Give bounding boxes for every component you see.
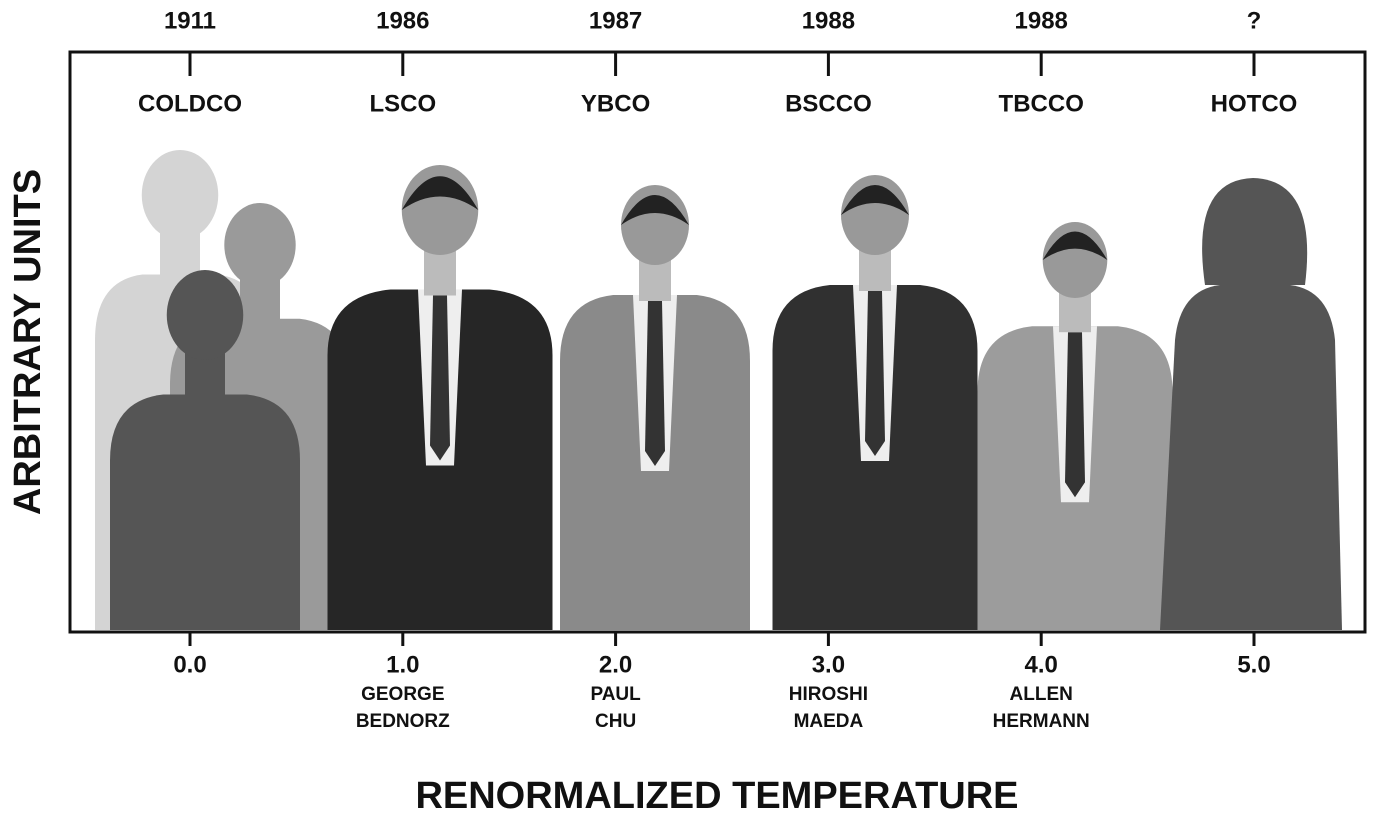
x-axis-title: RENORMALIZED TEMPERATURE — [415, 775, 1018, 814]
figure: ARBITRARY UNITS RENORMALIZED TEMPERATURE… — [0, 0, 1379, 814]
tick-label: 0.0 — [173, 651, 206, 678]
compound-label: COLDCO — [138, 90, 242, 117]
tick-label: 1.0 — [386, 651, 419, 678]
year-label: 1987 — [589, 7, 642, 34]
tie — [1065, 332, 1085, 497]
year-label: 1986 — [376, 7, 429, 34]
person-name: BEDNORZ — [356, 711, 450, 732]
year-label: 1988 — [802, 7, 855, 34]
person-name: CHU — [595, 711, 636, 732]
tie — [430, 296, 450, 461]
body — [110, 395, 300, 631]
person-photo — [328, 165, 553, 630]
head — [224, 203, 295, 287]
hair — [1202, 178, 1307, 285]
compound-label: TBCCO — [999, 90, 1084, 117]
compound-label: BSCCO — [785, 90, 872, 117]
tick-label: 3.0 — [812, 651, 845, 678]
page: {"y_axis_title": "ARBITRARY UNITS", "x_a… — [0, 0, 1379, 814]
head — [167, 270, 244, 360]
year-label: ? — [1247, 7, 1262, 34]
silhouette — [1160, 178, 1342, 630]
person-photo — [560, 185, 750, 630]
person-name: HIROSHI — [789, 684, 868, 705]
compound-label: LSCO — [369, 90, 436, 117]
head — [142, 150, 219, 240]
tick-label: 5.0 — [1237, 651, 1270, 678]
people — [95, 150, 1342, 630]
year-label: 1911 — [164, 7, 216, 34]
person-name: MAEDA — [794, 711, 864, 732]
person-photo — [978, 222, 1173, 630]
tick-label: 2.0 — [599, 651, 632, 678]
tie — [645, 301, 665, 466]
compound-label: YBCO — [581, 90, 650, 117]
person-name: HERMANN — [993, 711, 1090, 732]
year-label: 1988 — [1015, 7, 1068, 34]
tie — [865, 291, 885, 456]
person-name: ALLEN — [1010, 684, 1073, 705]
person-name: PAUL — [590, 684, 641, 705]
person-photo — [773, 175, 978, 630]
tick-label: 4.0 — [1025, 651, 1058, 678]
compound-label: HOTCO — [1211, 90, 1298, 117]
y-axis-title: ARBITRARY UNITS — [7, 169, 49, 515]
body — [1160, 285, 1342, 630]
person-name: GEORGE — [361, 684, 444, 705]
